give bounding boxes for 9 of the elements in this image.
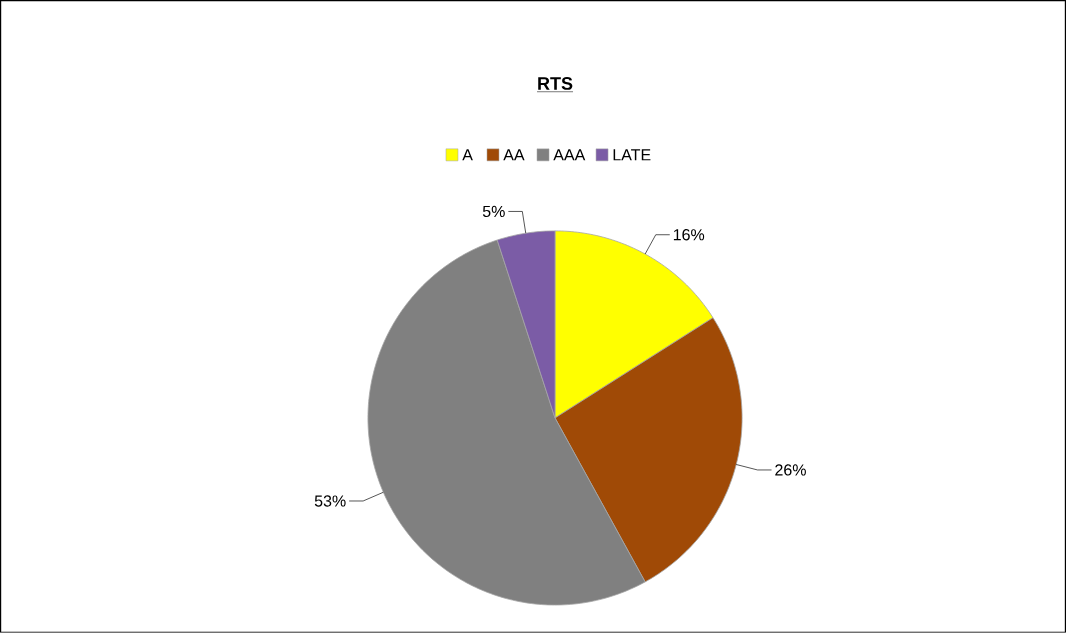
data-label: 16% xyxy=(673,229,705,241)
legend-label: LATE xyxy=(613,149,651,161)
legend-label: A xyxy=(462,149,473,161)
legend-label: AAA xyxy=(553,149,586,161)
legend-label: AA xyxy=(503,149,525,161)
chart-title: RTS xyxy=(538,77,573,90)
data-label: 5% xyxy=(482,205,505,218)
data-label: 53% xyxy=(314,495,346,507)
data-label: 26% xyxy=(775,464,806,476)
